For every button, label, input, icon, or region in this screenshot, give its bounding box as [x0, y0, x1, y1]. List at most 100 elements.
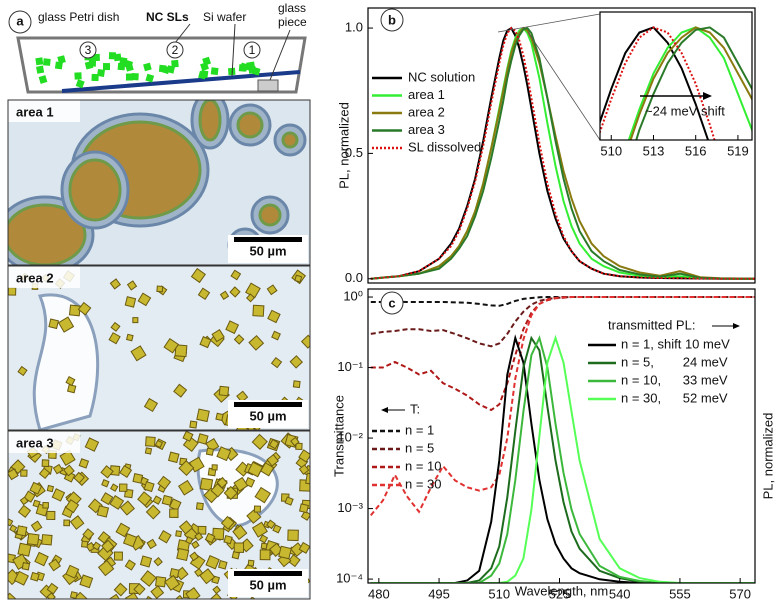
crystal: [298, 449, 310, 463]
crystal: [271, 330, 281, 341]
y-tick-label: 0.0: [345, 270, 363, 285]
x-axis-label: Wavelength, nm: [515, 583, 608, 598]
label: glass Petri dish: [38, 10, 119, 24]
crystal: [266, 519, 276, 530]
crystal: [252, 304, 265, 317]
crystal: [247, 461, 264, 478]
legend-label: SL dissolved: [408, 139, 481, 154]
crystal: [223, 485, 238, 501]
plot: [370, 26, 755, 280]
crystal: [199, 477, 214, 492]
legend-label: n = 30: [405, 476, 442, 491]
crystal: [17, 504, 32, 518]
legend-label: n = 10: [405, 458, 442, 473]
series-line: [370, 26, 755, 280]
crystal: [133, 583, 146, 596]
crystal: [227, 67, 236, 76]
crystal: [190, 267, 206, 284]
leader: [174, 23, 191, 44]
crystal: [34, 551, 49, 567]
crystal: [84, 437, 100, 452]
petri-dish: [16, 36, 307, 94]
crystal: [153, 556, 163, 567]
crystal: [220, 515, 235, 530]
crystal: [124, 559, 136, 571]
x-tick-label: 480: [368, 586, 390, 601]
y-axis-label: Transmittance: [331, 395, 346, 477]
x-tick-label: 525: [549, 586, 571, 601]
marker-label: 3: [85, 43, 92, 57]
y-tick-label: 10⁻⁴: [336, 571, 363, 586]
crystal: [46, 510, 56, 521]
crystal: [175, 594, 185, 599]
crystal: [30, 520, 43, 533]
y-tick-label: 10⁻³: [337, 500, 363, 515]
scale-bar: [234, 571, 302, 576]
crystal: [266, 453, 279, 467]
crystal: [204, 532, 216, 544]
y-tick-label: 10⁻²: [337, 429, 363, 444]
crystal: [199, 336, 212, 349]
crystal: [139, 555, 153, 568]
crystal: [194, 567, 204, 578]
crystal: [41, 534, 53, 546]
crystal: [266, 284, 278, 296]
crystal: [210, 67, 219, 76]
label-bg: [8, 266, 80, 288]
crystal: [267, 309, 281, 324]
marker: [79, 41, 97, 59]
crystal: [54, 61, 63, 70]
series-line: [370, 26, 755, 280]
crystal: [284, 496, 294, 506]
crystal: [205, 555, 220, 570]
crystal: [233, 334, 245, 345]
legend-title: transmitted PL:: [608, 317, 695, 332]
crystal: [68, 304, 81, 317]
crystal: [115, 522, 131, 538]
crystal: [137, 491, 153, 507]
zoom-line: [527, 31, 601, 141]
inset-plot: [600, 26, 752, 140]
crystal: [52, 463, 64, 475]
crystal: [189, 420, 198, 429]
crystal: [290, 436, 300, 447]
crystal: [208, 592, 225, 599]
crystal: [245, 293, 256, 303]
crystal: [161, 494, 173, 506]
crystal: [239, 62, 249, 72]
series-line: [370, 335, 755, 583]
crystal: [13, 570, 29, 586]
series-line: [370, 334, 755, 583]
crystal: [236, 390, 249, 403]
schematic: a glass Petri dish NC SLs Si wafer glass…: [8, 1, 307, 94]
y-tick-label: 1.0: [345, 19, 363, 34]
crystal: [143, 481, 155, 493]
crystal: [199, 568, 216, 585]
crystal: [65, 376, 76, 387]
crystal: [132, 317, 139, 324]
legend-title: T:: [410, 401, 420, 416]
crystal: [218, 560, 228, 570]
crystal: [298, 464, 310, 475]
image-frame: [7, 265, 311, 431]
crystal: [157, 475, 172, 490]
crystal: [100, 465, 114, 479]
scale-bar: [234, 237, 302, 242]
marker-label: 1: [249, 43, 256, 57]
crystal: [178, 520, 194, 535]
crystal: [216, 476, 228, 489]
crystal: [117, 62, 126, 71]
crystal: [287, 554, 301, 568]
crystal: [178, 479, 194, 496]
crystal: [30, 571, 40, 582]
island: [8, 203, 87, 265]
crystal: [268, 438, 280, 450]
crystal: [259, 549, 271, 561]
crystal: [125, 63, 134, 72]
y-tick-label: 0.5: [345, 145, 363, 160]
substrate-gap: [32, 293, 100, 430]
micrograph: area 3 50 µm: [8, 431, 310, 599]
y-tick-label: 10⁰: [343, 288, 363, 303]
crystal: [140, 570, 157, 587]
